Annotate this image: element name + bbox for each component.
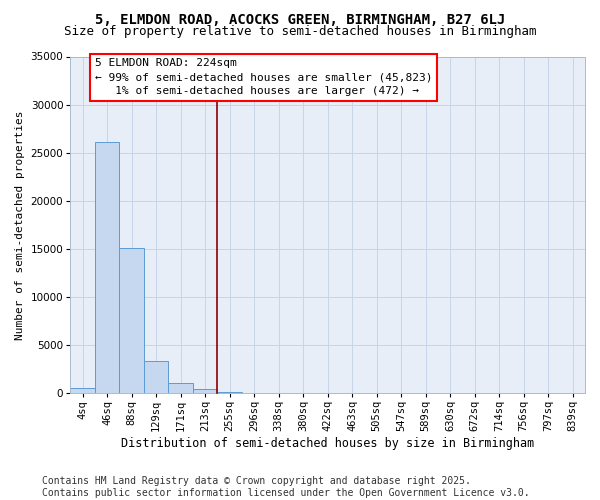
Bar bbox=[193, 390, 217, 393]
Bar bbox=[70, 388, 95, 393]
Bar bbox=[144, 362, 168, 393]
Bar bbox=[119, 248, 144, 393]
Bar bbox=[168, 382, 193, 393]
Y-axis label: Number of semi-detached properties: Number of semi-detached properties bbox=[15, 110, 25, 340]
Text: 5 ELMDON ROAD: 224sqm
← 99% of semi-detached houses are smaller (45,823)
   1% o: 5 ELMDON ROAD: 224sqm ← 99% of semi-deta… bbox=[95, 58, 432, 96]
Bar bbox=[217, 392, 242, 393]
Text: Size of property relative to semi-detached houses in Birmingham: Size of property relative to semi-detach… bbox=[64, 25, 536, 38]
Text: Contains HM Land Registry data © Crown copyright and database right 2025.
Contai: Contains HM Land Registry data © Crown c… bbox=[42, 476, 530, 498]
Bar bbox=[95, 142, 119, 393]
X-axis label: Distribution of semi-detached houses by size in Birmingham: Distribution of semi-detached houses by … bbox=[121, 437, 534, 450]
Text: 5, ELMDON ROAD, ACOCKS GREEN, BIRMINGHAM, B27 6LJ: 5, ELMDON ROAD, ACOCKS GREEN, BIRMINGHAM… bbox=[95, 12, 505, 26]
